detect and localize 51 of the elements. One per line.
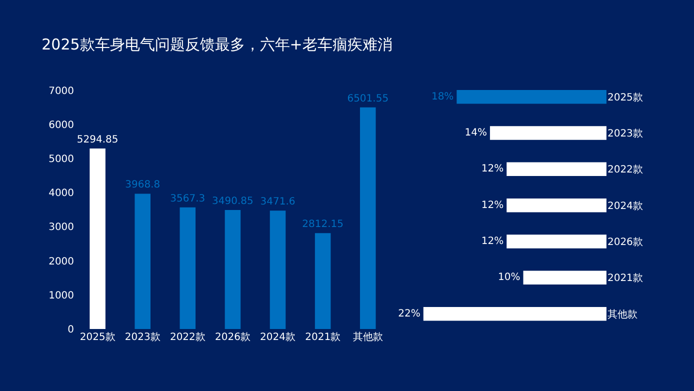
data-label: 18% xyxy=(431,91,454,102)
y-tick-label: 4000 xyxy=(48,188,74,200)
x-tick-label: 2025款 xyxy=(80,332,116,343)
bar xyxy=(134,194,150,329)
data-label: 5294.85 xyxy=(76,134,118,146)
bar xyxy=(423,306,606,321)
bar xyxy=(180,207,196,329)
data-label: 10% xyxy=(498,272,520,284)
x-tick-label: 2023款 xyxy=(124,332,160,343)
bar xyxy=(490,126,606,140)
data-label: 3471.6 xyxy=(260,196,296,208)
data-label: 3490.85 xyxy=(212,196,254,207)
data-label: 3567.3 xyxy=(170,193,206,204)
y-tick-label: 其他款 xyxy=(607,308,638,320)
y-tick-label: 2023款 xyxy=(607,128,643,140)
data-label: 12% xyxy=(481,236,504,247)
x-tick-label: 2024款 xyxy=(260,332,296,343)
y-tick-label: 2021款 xyxy=(607,273,643,284)
chart-title: 2025款车身电气问题反馈最多，六年+老车痼疾难消 xyxy=(42,36,392,54)
bar xyxy=(506,198,606,212)
bar xyxy=(523,270,606,285)
x-tick-label: 2022款 xyxy=(170,332,206,343)
data-label: 2812.15 xyxy=(302,219,344,230)
y-tick-label: 2022款 xyxy=(607,164,643,176)
y-tick-label: 7000 xyxy=(48,86,74,97)
y-tick-label: 2025款 xyxy=(607,92,643,104)
y-tick-label: 2000 xyxy=(48,256,74,268)
y-tick-label: 6000 xyxy=(48,120,74,131)
y-tick-label: 2026款 xyxy=(607,236,643,248)
y-tick-label: 1000 xyxy=(48,290,74,302)
data-label: 12% xyxy=(481,200,504,211)
bar xyxy=(506,234,606,248)
y-tick-label: 2024款 xyxy=(607,200,643,212)
x-tick-label: 2026款 xyxy=(214,332,250,343)
bar xyxy=(506,162,606,176)
data-label: 12% xyxy=(481,164,504,175)
bar xyxy=(90,148,106,329)
y-tick-label: 5000 xyxy=(48,154,74,166)
y-tick-label: 0 xyxy=(68,324,74,336)
bar xyxy=(360,107,376,329)
data-label: 14% xyxy=(464,127,487,138)
bar xyxy=(456,90,606,104)
bar xyxy=(314,233,331,329)
data-label: 6501.55 xyxy=(347,93,389,104)
data-label: 3968.8 xyxy=(125,180,160,191)
x-tick-label: 其他款 xyxy=(352,330,383,343)
bar xyxy=(224,210,241,329)
bar xyxy=(270,210,286,329)
x-tick-label: 2021款 xyxy=(305,332,341,343)
data-label: 22% xyxy=(398,308,420,320)
y-tick-label: 3000 xyxy=(48,222,74,234)
